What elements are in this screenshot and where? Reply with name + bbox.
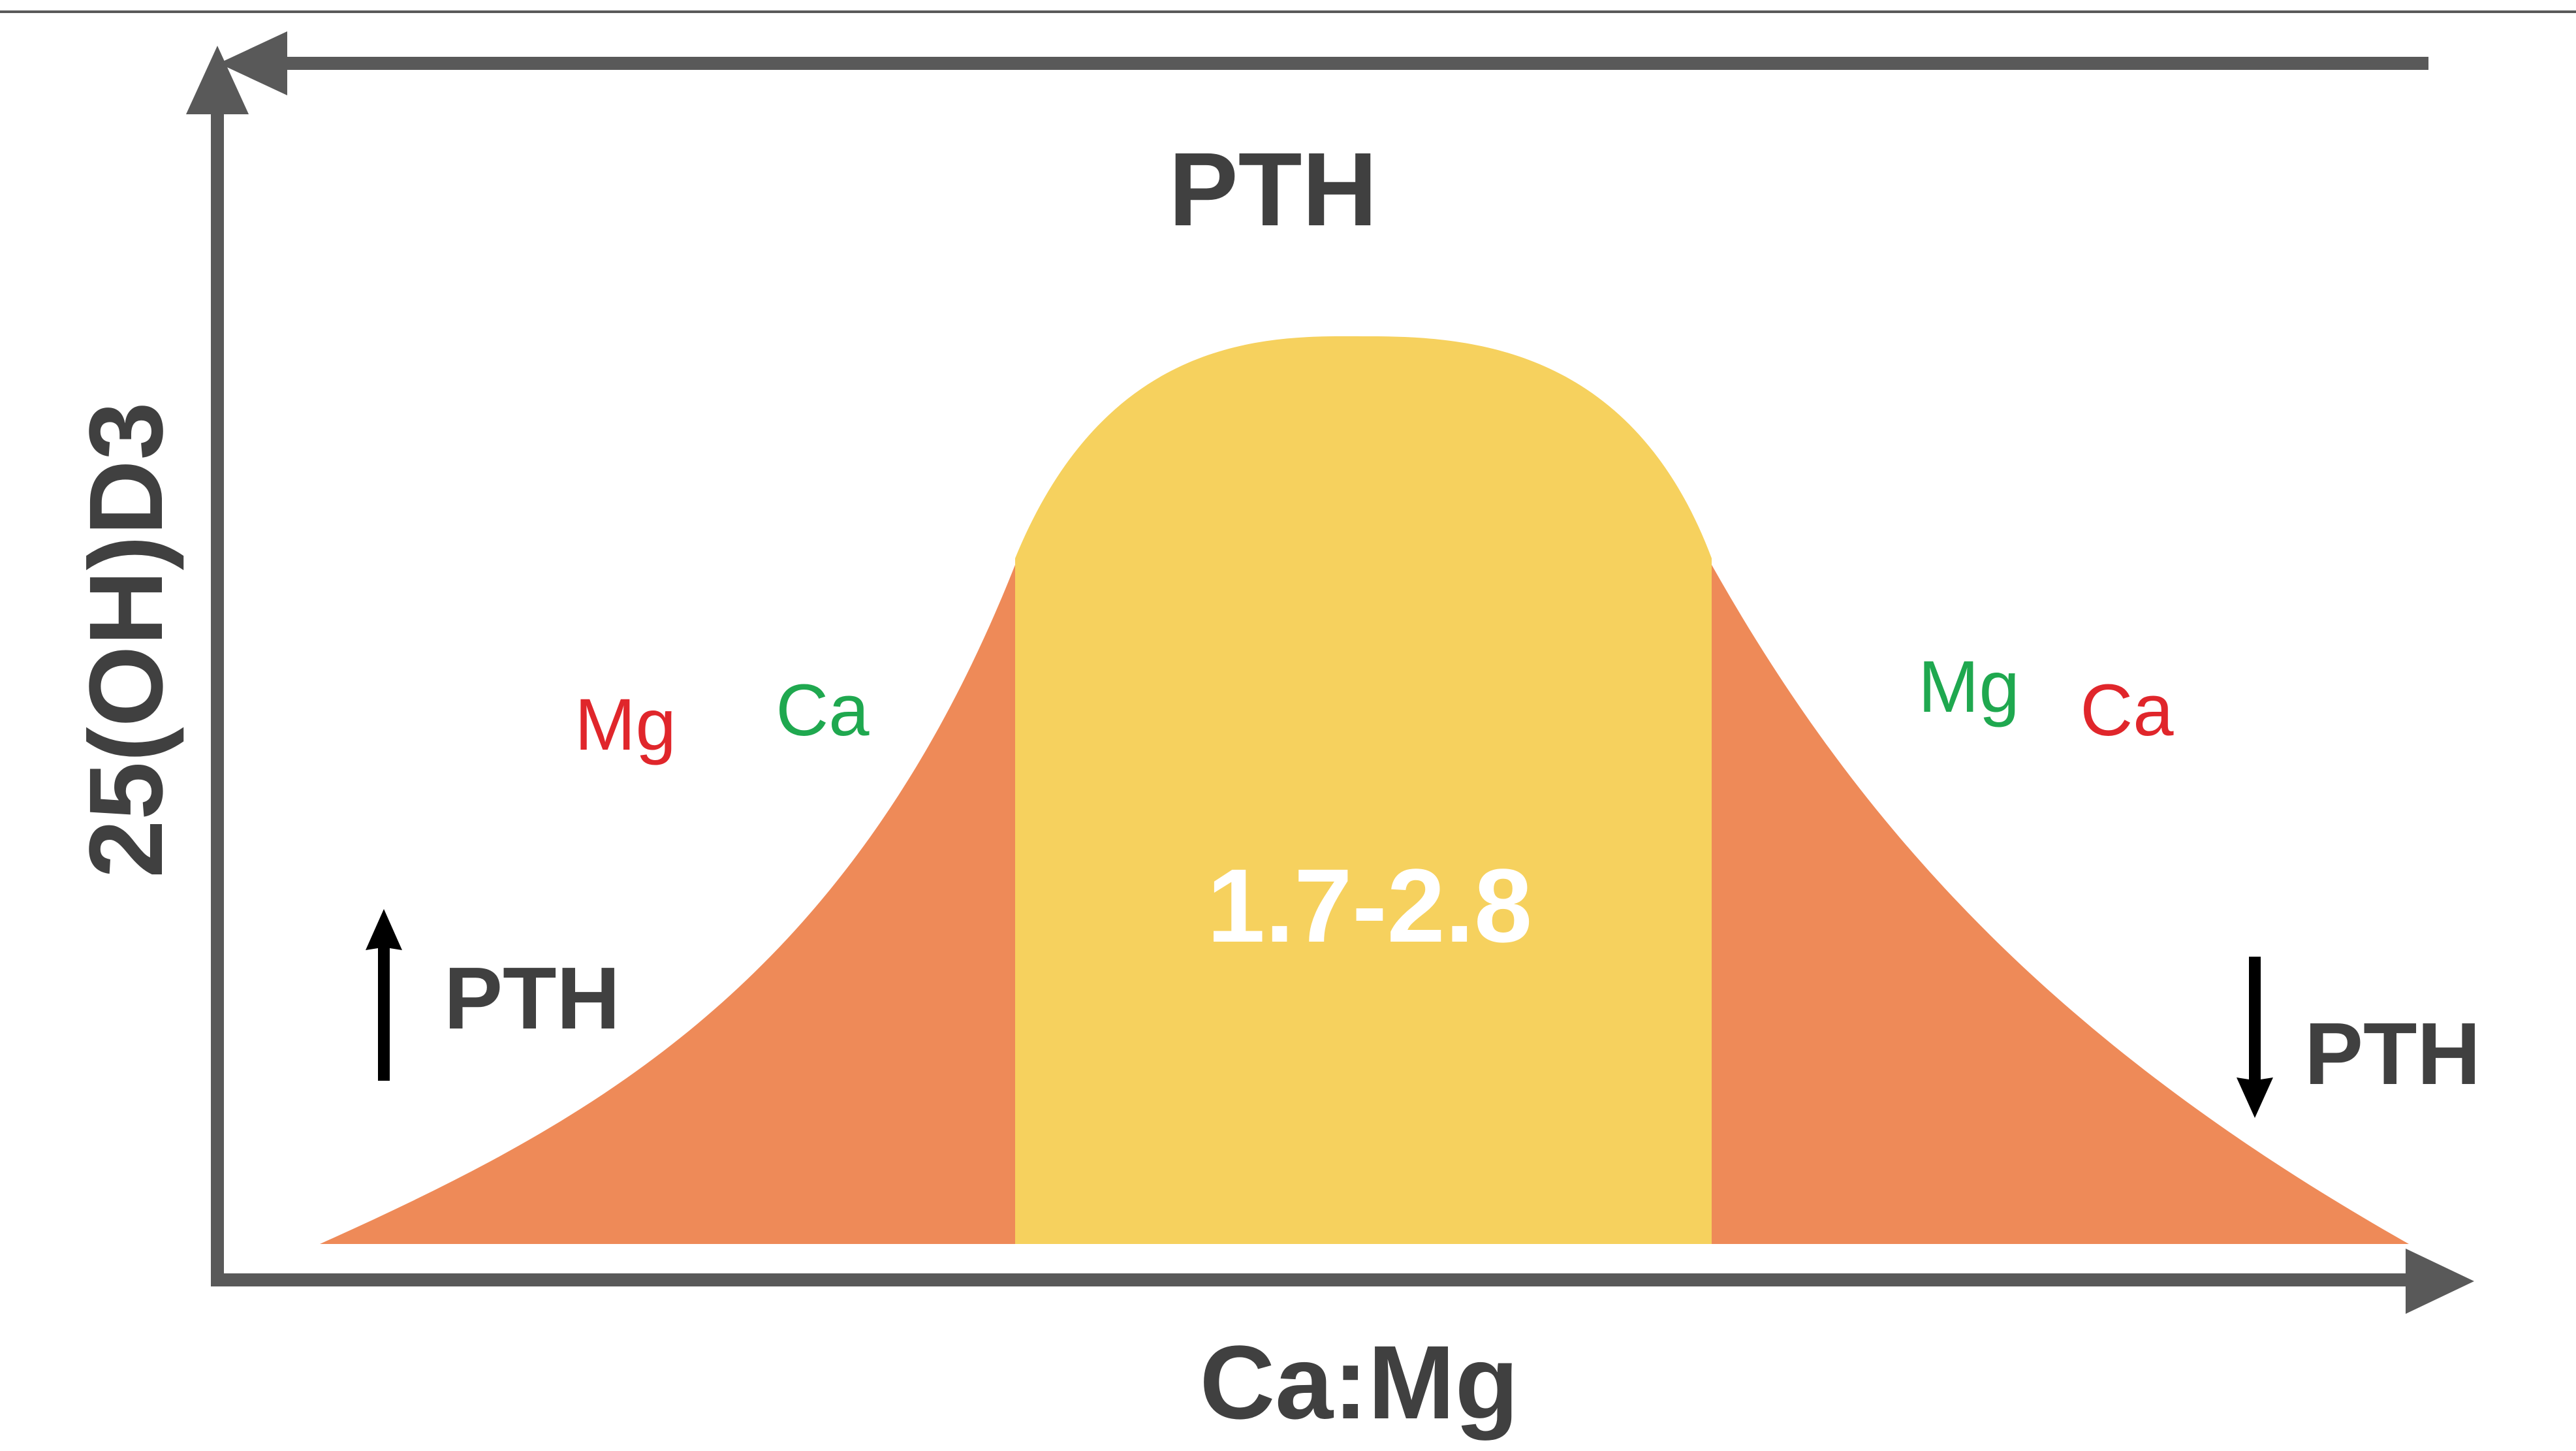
left-mg-label: Mg: [574, 684, 676, 765]
y-axis-label: 25(OH)D3: [67, 402, 184, 878]
right-pth-label: PTH: [2304, 1004, 2481, 1103]
x-axis-arrowhead: [2406, 1249, 2474, 1314]
optimal-range-label: 1.7-2.8: [1207, 847, 1532, 964]
right-tail-region: [1712, 565, 2409, 1244]
left-pth-label: PTH: [444, 949, 620, 1047]
y-axis-arrowhead: [186, 46, 249, 114]
pth-axis-arrowhead: [219, 31, 287, 95]
left-ca-label: Ca: [776, 669, 870, 751]
pth-up-arrow-icon: [366, 909, 402, 1081]
right-ca-label: Ca: [2080, 669, 2174, 751]
left-tail-region: [320, 565, 1015, 1244]
right-mg-label: Mg: [1918, 646, 2020, 727]
optimal-range-region: [1015, 336, 1712, 1244]
pth-axis-label: PTH: [1169, 131, 1377, 247]
pth-down-arrow-icon: [2237, 957, 2273, 1118]
x-axis-label: Ca:Mg: [1200, 1324, 1519, 1441]
